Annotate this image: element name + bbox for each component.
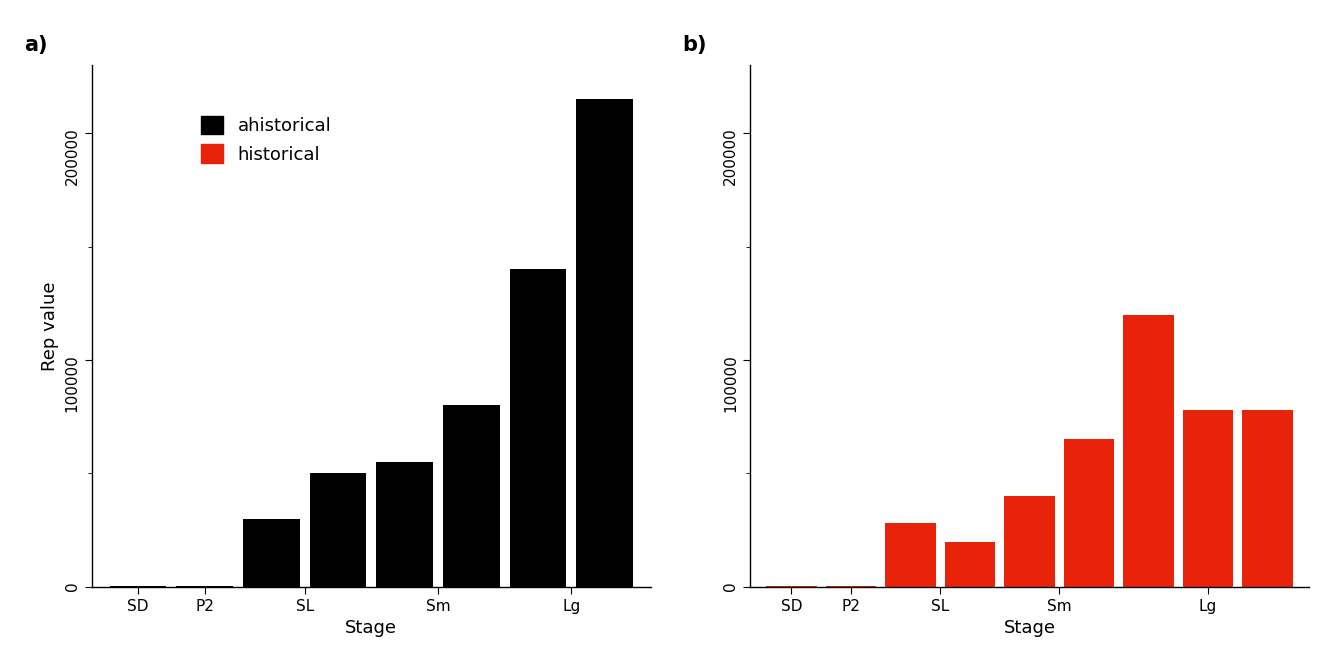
Text: a): a) bbox=[24, 35, 48, 54]
Bar bbox=[945, 542, 995, 587]
Text: b): b) bbox=[683, 35, 707, 54]
Legend: ahistorical, historical: ahistorical, historical bbox=[202, 116, 331, 163]
Bar bbox=[1242, 410, 1293, 587]
Bar bbox=[1063, 439, 1114, 587]
Bar bbox=[1183, 410, 1234, 587]
Bar bbox=[243, 519, 300, 587]
X-axis label: Stage: Stage bbox=[345, 620, 398, 637]
Bar bbox=[886, 523, 935, 587]
Bar bbox=[509, 269, 566, 587]
Bar bbox=[376, 462, 433, 587]
Y-axis label: Rep value: Rep value bbox=[42, 282, 59, 371]
Bar bbox=[444, 405, 500, 587]
Bar bbox=[1124, 314, 1173, 587]
X-axis label: Stage: Stage bbox=[1004, 620, 1055, 637]
Bar bbox=[577, 99, 633, 587]
Bar bbox=[1004, 496, 1055, 587]
Bar bbox=[309, 474, 367, 587]
